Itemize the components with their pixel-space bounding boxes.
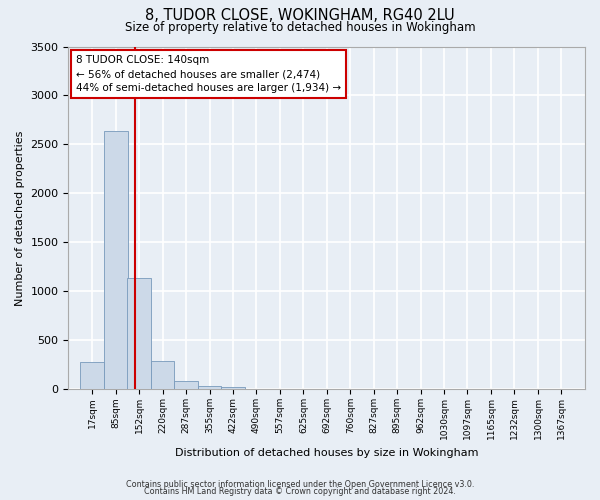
Text: 8 TUDOR CLOSE: 140sqm
← 56% of detached houses are smaller (2,474)
44% of semi-d: 8 TUDOR CLOSE: 140sqm ← 56% of detached … (76, 55, 341, 93)
Bar (151, 361, 175, 390)
Bar (221, 388, 245, 390)
Text: Size of property relative to detached houses in Wokingham: Size of property relative to detached ho… (125, 21, 475, 34)
Bar (127, 278, 151, 390)
Bar (104, 131, 128, 390)
Bar (80, 362, 104, 390)
Text: Contains HM Land Registry data © Crown copyright and database right 2024.: Contains HM Land Registry data © Crown c… (144, 487, 456, 496)
Text: 8, TUDOR CLOSE, WOKINGHAM, RG40 2LU: 8, TUDOR CLOSE, WOKINGHAM, RG40 2LU (145, 8, 455, 22)
Y-axis label: Number of detached properties: Number of detached properties (15, 130, 25, 306)
Text: Contains public sector information licensed under the Open Government Licence v3: Contains public sector information licen… (126, 480, 474, 489)
X-axis label: Distribution of detached houses by size in Wokingham: Distribution of detached houses by size … (175, 448, 478, 458)
Bar (174, 381, 198, 390)
Bar (198, 386, 221, 390)
